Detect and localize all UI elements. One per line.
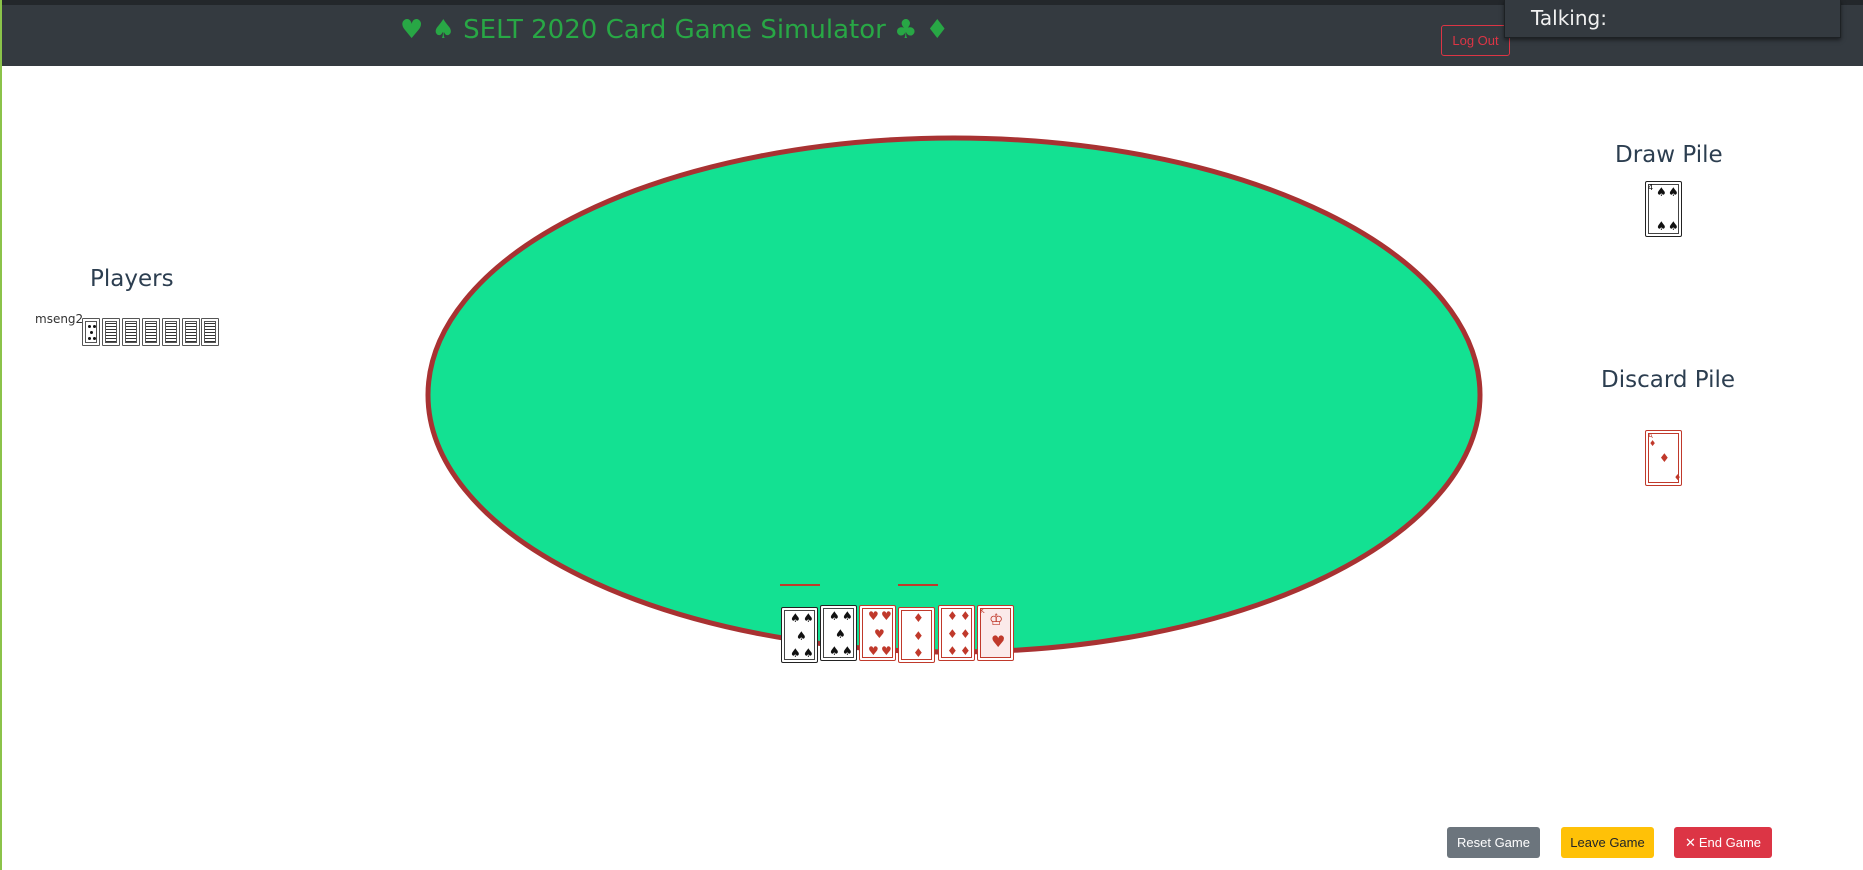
selected-indicator xyxy=(898,584,938,586)
talking-panel: Talking: xyxy=(1504,0,1841,38)
end-game-label: End Game xyxy=(1698,835,1762,850)
reset-game-button[interactable]: Reset Game xyxy=(1447,827,1540,858)
logout-button[interactable]: Log Out xyxy=(1441,25,1510,56)
hand-card[interactable]: ♠ ♠ ♠ ♠ ♠ xyxy=(781,607,818,663)
hand-card[interactable]: ♦ ♦ ♦ ♦ ♦ ♦ xyxy=(938,605,975,661)
player-card xyxy=(82,318,100,346)
hand-card[interactable]: ♥ ♥ ♥ ♥ ♥ xyxy=(859,605,896,661)
draw-pile-title: Draw Pile xyxy=(1615,142,1723,168)
player-card-back xyxy=(201,318,219,346)
end-game-button[interactable]: ✕ End Game xyxy=(1674,827,1772,858)
player-card-back xyxy=(182,318,200,346)
selected-indicator xyxy=(780,584,820,586)
talking-label: Talking: xyxy=(1531,6,1607,30)
leave-game-button[interactable]: Leave Game xyxy=(1561,827,1654,858)
table-felt xyxy=(425,135,1483,655)
discard-pile-title: Discard Pile xyxy=(1601,367,1736,393)
close-icon: ✕ xyxy=(1684,834,1696,850)
player-card-back xyxy=(122,318,140,346)
hand-card[interactable]: ♠ ♠ ♠ ♠ ♠ xyxy=(820,605,857,661)
players-title: Players xyxy=(90,266,174,292)
hand-card[interactable]: ♦ ♦ ♦ xyxy=(898,607,935,663)
player-name: mseng2 xyxy=(35,312,84,326)
hand-card[interactable]: K ♔ ♥ xyxy=(977,605,1014,661)
player-card-back xyxy=(142,318,160,346)
draw-pile-card[interactable]: ♠ ♠ ♠ ♠ 4 xyxy=(1645,181,1682,237)
player-card-back xyxy=(162,318,180,346)
player-card-back xyxy=(102,318,120,346)
discard-pile-card[interactable]: A ♦ ♦ ♦ xyxy=(1645,430,1682,486)
app-title[interactable]: ♥ ♠ SELT 2020 Card Game Simulator ♣ ♦ xyxy=(400,15,949,45)
